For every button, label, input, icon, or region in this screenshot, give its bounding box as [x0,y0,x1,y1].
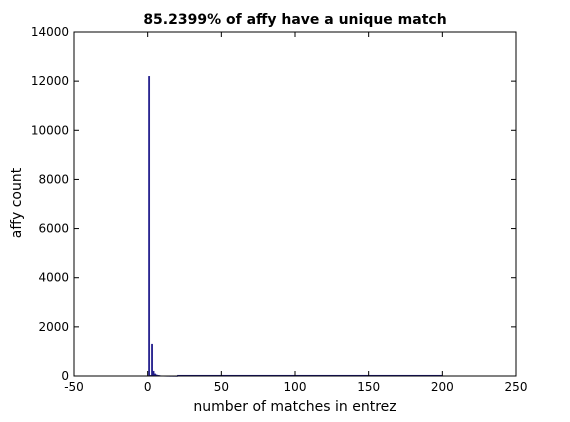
y-tick-label: 8000 [38,172,69,186]
x-tick-label: 200 [431,380,454,394]
axes: -50 0 50 100 150 200 2500200040006000800010000… [31,25,528,394]
x-tick-label: 100 [284,380,307,394]
y-tick-label: 14000 [31,25,69,39]
plot-background [74,32,516,376]
y-tick-label: 0 [61,369,69,383]
x-tick-label: 50 [214,380,229,394]
x-tick-label: 250 [505,380,528,394]
x-tick-label: 150 [357,380,380,394]
y-tick-label: 4000 [38,271,69,285]
histogram-tail-bars [177,374,443,376]
x-tick-label: 0 [144,380,152,394]
y-axis-label: affy count [9,167,25,238]
histogram-bar [148,76,151,377]
chart-title: 85.2399% of affy have a unique match [143,12,446,28]
plot-area [74,32,516,376]
x-axis-label: number of matches in entrez [193,399,396,415]
histogram-bar [152,370,155,377]
x-tick-label: -50 [64,380,84,394]
y-tick-label: 10000 [31,123,69,137]
histogram-bar [151,343,153,377]
y-tick-label: 2000 [38,320,69,334]
y-tick-label: 12000 [31,74,69,88]
y-tick-label: 6000 [38,222,69,236]
